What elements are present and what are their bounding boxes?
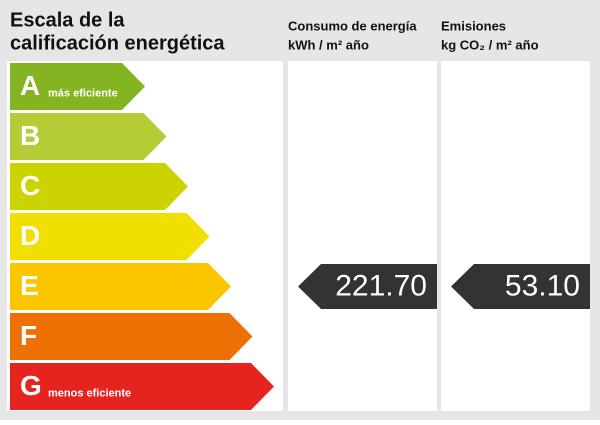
rating-arrow	[10, 363, 274, 410]
table-cell	[441, 161, 590, 211]
rating-arrow	[10, 213, 210, 260]
rating-letter: F	[20, 320, 37, 351]
value-label: 53.10	[505, 269, 580, 302]
value-label: 221.70	[335, 269, 427, 302]
rating-letter: G	[20, 370, 42, 401]
column-unit: kWh / m² año	[288, 37, 369, 52]
table-cell	[288, 311, 437, 361]
column-title: Emisiones	[441, 18, 506, 33]
rating-arrow	[10, 313, 253, 360]
table-cell	[288, 361, 437, 411]
table-cell	[288, 211, 437, 261]
title-line: calificación energética	[10, 32, 225, 54]
column-title: Consumo de energía	[288, 18, 417, 33]
rating-arrow	[10, 163, 188, 210]
rating-letter: A	[20, 70, 40, 101]
table-cell	[288, 161, 437, 211]
rating-letter: B	[20, 120, 40, 151]
rating-letter: D	[20, 220, 40, 251]
rating-arrow	[10, 263, 231, 310]
table-cell	[441, 211, 590, 261]
title-line: Escala de la	[10, 9, 125, 31]
rating-label: menos eficiente	[48, 387, 131, 399]
table-cell	[441, 311, 590, 361]
rating-arrow	[10, 63, 145, 110]
table-cell	[441, 361, 590, 411]
value-arrow	[298, 264, 437, 309]
table-cell	[441, 61, 590, 111]
rating-arrow	[10, 113, 167, 160]
rating-letter: C	[20, 170, 40, 201]
table-cell	[288, 61, 437, 111]
rating-label: más eficiente	[48, 87, 118, 99]
table-cell	[288, 111, 437, 161]
rating-letter: E	[20, 270, 39, 301]
column-unit: kg CO₂ / m² año	[441, 37, 539, 52]
value-arrow	[451, 264, 590, 309]
table-cell	[441, 111, 590, 161]
